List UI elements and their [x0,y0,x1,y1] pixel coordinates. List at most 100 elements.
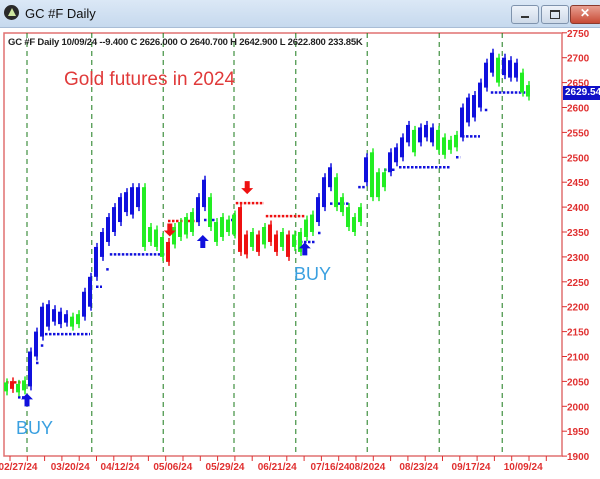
price-bar [52,309,56,322]
sell-arrow-down-icon [241,181,254,195]
price-bar [292,234,296,247]
price-bar [418,127,422,143]
price-bar [352,217,356,232]
price-bar [106,217,110,242]
price-bar [478,82,482,108]
price-bar [262,227,266,245]
price-bar [334,177,338,208]
price-bar [166,241,170,262]
price-bar [160,236,164,257]
x-tick-label: 03/20/24 [51,462,90,473]
price-bar [340,197,344,213]
price-bar [268,224,272,242]
price-bar [526,85,530,97]
price-bar [460,107,464,138]
buy-label: BUY [294,264,332,284]
ohlc-info-line: GC #F Daily 10/09/24 --9.400 C 2626.000 … [8,37,363,48]
price-bar [28,351,32,387]
x-tick-label: 05/29/24 [206,462,245,473]
price-bar [346,207,350,228]
price-bar [226,219,230,232]
price-bar [34,331,38,357]
price-bar [256,234,260,252]
price-bar [214,222,218,242]
price-bar [46,304,50,327]
y-tick-label: 2200 [567,303,590,314]
y-tick-label: 2750 [567,29,590,40]
price-bar [454,134,458,148]
x-tick-label: 08/23/24 [399,462,438,473]
price-bar [412,129,416,153]
price-bar [394,147,398,163]
price-bar [148,227,152,242]
price-bar [436,129,440,150]
y-tick-label: 2050 [567,377,590,388]
y-tick-label: 2550 [567,128,590,139]
price-bar [502,57,506,76]
price-bar [22,380,26,391]
price-bar [196,197,200,223]
app-logo-icon [4,5,19,20]
price-bar [40,306,44,337]
price-bar [10,381,14,389]
maximize-button[interactable] [541,5,569,24]
buy-arrow-up-icon [196,234,209,248]
price-bar [94,246,98,277]
price-bar [178,222,182,237]
y-tick-label: 2100 [567,353,590,364]
x-tick-label: 10/09/24 [504,462,543,473]
y-tick-label: 1900 [567,452,590,463]
price-bar [154,229,158,247]
y-tick-label: 2250 [567,278,590,289]
y-tick-label: 1950 [567,427,590,438]
price-bar [424,124,428,138]
close-button[interactable] [570,5,600,24]
y-tick-label: 2150 [567,328,590,339]
y-tick-label: 2350 [567,228,590,239]
window-title: GC #F Daily [25,6,96,21]
price-bar [184,217,188,235]
price-bar [358,207,362,223]
x-tick-label: 07/16/24 [311,462,350,473]
price-bar [130,187,134,215]
price-bar [58,311,62,325]
last-price-tag: 2629.54 [563,86,600,100]
y-tick-label: 2700 [567,54,590,65]
window-titlebar: GC #F Daily [0,0,600,28]
minimize-button[interactable] [511,5,539,24]
price-bar [466,97,470,123]
price-bar [274,234,278,252]
y-tick-label: 2650 [567,79,590,90]
price-bar [88,276,92,307]
price-bar [112,207,116,232]
price-bar [442,137,446,155]
sell-arrow-down-icon [163,223,176,237]
price-bar [76,314,80,325]
price-bar [124,192,128,213]
price-bar [118,197,122,223]
price-bar [82,291,86,317]
price-bar [238,207,242,252]
price-bar [316,197,320,223]
y-tick-label: 2400 [567,203,590,214]
price-bar [364,157,368,183]
price-bar [400,137,404,158]
annotation-title: Gold futures in 2024 [64,69,236,90]
y-tick-label: 2000 [567,402,590,413]
y-tick-label: 2300 [567,253,590,264]
price-bar [370,152,374,198]
x-tick-label: 05/06/24 [153,462,192,473]
price-bar [4,382,8,392]
price-bar [244,234,248,255]
price-bar [484,62,488,88]
price-bar [250,232,254,247]
price-bar [496,57,500,83]
price-bar [490,52,494,73]
price-chart[interactable]: 1900 1950 2000 2050 2100 2150 2200 2250 2300 2350… [0,28,600,479]
price-bar [64,314,68,323]
price-bar [310,214,314,232]
price-bar [220,217,224,237]
x-tick-label: 06/21/24 [258,462,297,473]
price-bar [232,214,236,235]
price-bar [514,62,518,78]
